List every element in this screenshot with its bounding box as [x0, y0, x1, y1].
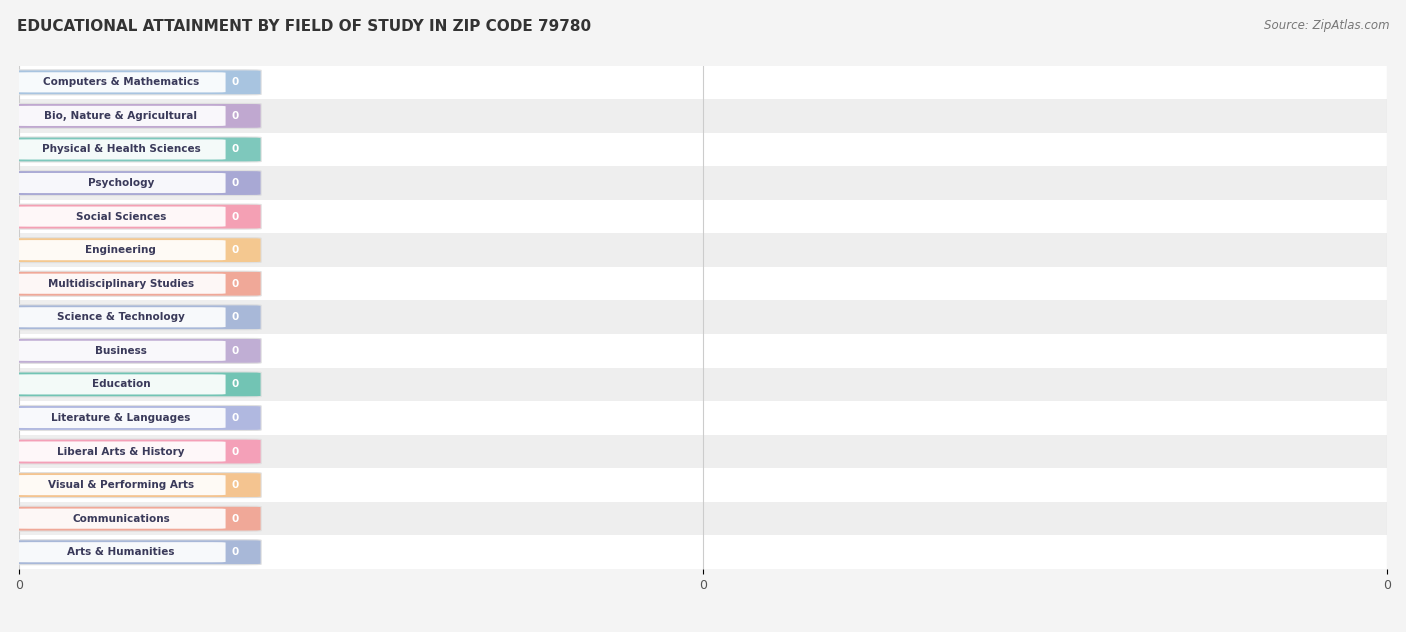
Bar [20, 66, 1386, 99]
FancyBboxPatch shape [6, 406, 262, 430]
Text: 0: 0 [232, 178, 239, 188]
FancyBboxPatch shape [6, 372, 262, 397]
Text: 0: 0 [232, 447, 239, 456]
Text: Education: Education [91, 379, 150, 389]
FancyBboxPatch shape [6, 540, 262, 565]
Text: 0: 0 [232, 346, 239, 356]
Text: 0: 0 [232, 245, 239, 255]
Bar [20, 166, 1386, 200]
FancyBboxPatch shape [6, 137, 262, 162]
FancyBboxPatch shape [6, 204, 262, 229]
Text: EDUCATIONAL ATTAINMENT BY FIELD OF STUDY IN ZIP CODE 79780: EDUCATIONAL ATTAINMENT BY FIELD OF STUDY… [17, 19, 591, 34]
Text: 0: 0 [232, 547, 239, 557]
Text: 0: 0 [232, 77, 239, 87]
FancyBboxPatch shape [17, 240, 225, 260]
FancyBboxPatch shape [17, 140, 225, 159]
Bar [20, 334, 1386, 368]
FancyBboxPatch shape [6, 238, 262, 263]
FancyBboxPatch shape [6, 473, 262, 497]
Text: Liberal Arts & History: Liberal Arts & History [58, 447, 184, 456]
Bar [20, 267, 1386, 300]
FancyBboxPatch shape [17, 173, 225, 193]
Text: 0: 0 [232, 379, 239, 389]
FancyBboxPatch shape [6, 271, 262, 296]
Bar [20, 435, 1386, 468]
Text: 0: 0 [232, 145, 239, 154]
Bar [20, 468, 1386, 502]
Bar [20, 502, 1386, 535]
Bar [20, 401, 1386, 435]
Text: Bio, Nature & Agricultural: Bio, Nature & Agricultural [45, 111, 197, 121]
FancyBboxPatch shape [6, 70, 262, 95]
Bar [20, 200, 1386, 233]
FancyBboxPatch shape [6, 338, 262, 363]
FancyBboxPatch shape [17, 274, 225, 294]
Text: Psychology: Psychology [87, 178, 155, 188]
Text: 0: 0 [232, 514, 239, 524]
Bar [20, 368, 1386, 401]
Text: Visual & Performing Arts: Visual & Performing Arts [48, 480, 194, 490]
Text: 0: 0 [232, 111, 239, 121]
Text: 0: 0 [232, 212, 239, 222]
FancyBboxPatch shape [17, 207, 225, 227]
FancyBboxPatch shape [17, 307, 225, 327]
FancyBboxPatch shape [17, 72, 225, 92]
Text: 0: 0 [232, 480, 239, 490]
Text: Computers & Mathematics: Computers & Mathematics [42, 77, 200, 87]
FancyBboxPatch shape [6, 171, 262, 195]
Text: Physical & Health Sciences: Physical & Health Sciences [42, 145, 200, 154]
Text: Social Sciences: Social Sciences [76, 212, 166, 222]
Text: Science & Technology: Science & Technology [58, 312, 184, 322]
FancyBboxPatch shape [17, 442, 225, 461]
Text: Communications: Communications [72, 514, 170, 524]
Text: 0: 0 [232, 312, 239, 322]
Bar [20, 535, 1386, 569]
FancyBboxPatch shape [6, 104, 262, 128]
Text: Multidisciplinary Studies: Multidisciplinary Studies [48, 279, 194, 289]
FancyBboxPatch shape [17, 374, 225, 394]
Text: 0: 0 [232, 413, 239, 423]
Text: Engineering: Engineering [86, 245, 156, 255]
Text: Arts & Humanities: Arts & Humanities [67, 547, 174, 557]
Text: 0: 0 [232, 279, 239, 289]
Bar [20, 300, 1386, 334]
FancyBboxPatch shape [17, 509, 225, 529]
FancyBboxPatch shape [17, 408, 225, 428]
Bar [20, 133, 1386, 166]
Text: Literature & Languages: Literature & Languages [51, 413, 191, 423]
FancyBboxPatch shape [6, 439, 262, 464]
Bar [20, 99, 1386, 133]
Text: Business: Business [96, 346, 146, 356]
FancyBboxPatch shape [17, 106, 225, 126]
FancyBboxPatch shape [6, 506, 262, 531]
FancyBboxPatch shape [17, 542, 225, 562]
FancyBboxPatch shape [17, 341, 225, 361]
Text: Source: ZipAtlas.com: Source: ZipAtlas.com [1264, 19, 1389, 32]
Bar [20, 233, 1386, 267]
FancyBboxPatch shape [17, 475, 225, 495]
FancyBboxPatch shape [6, 305, 262, 330]
